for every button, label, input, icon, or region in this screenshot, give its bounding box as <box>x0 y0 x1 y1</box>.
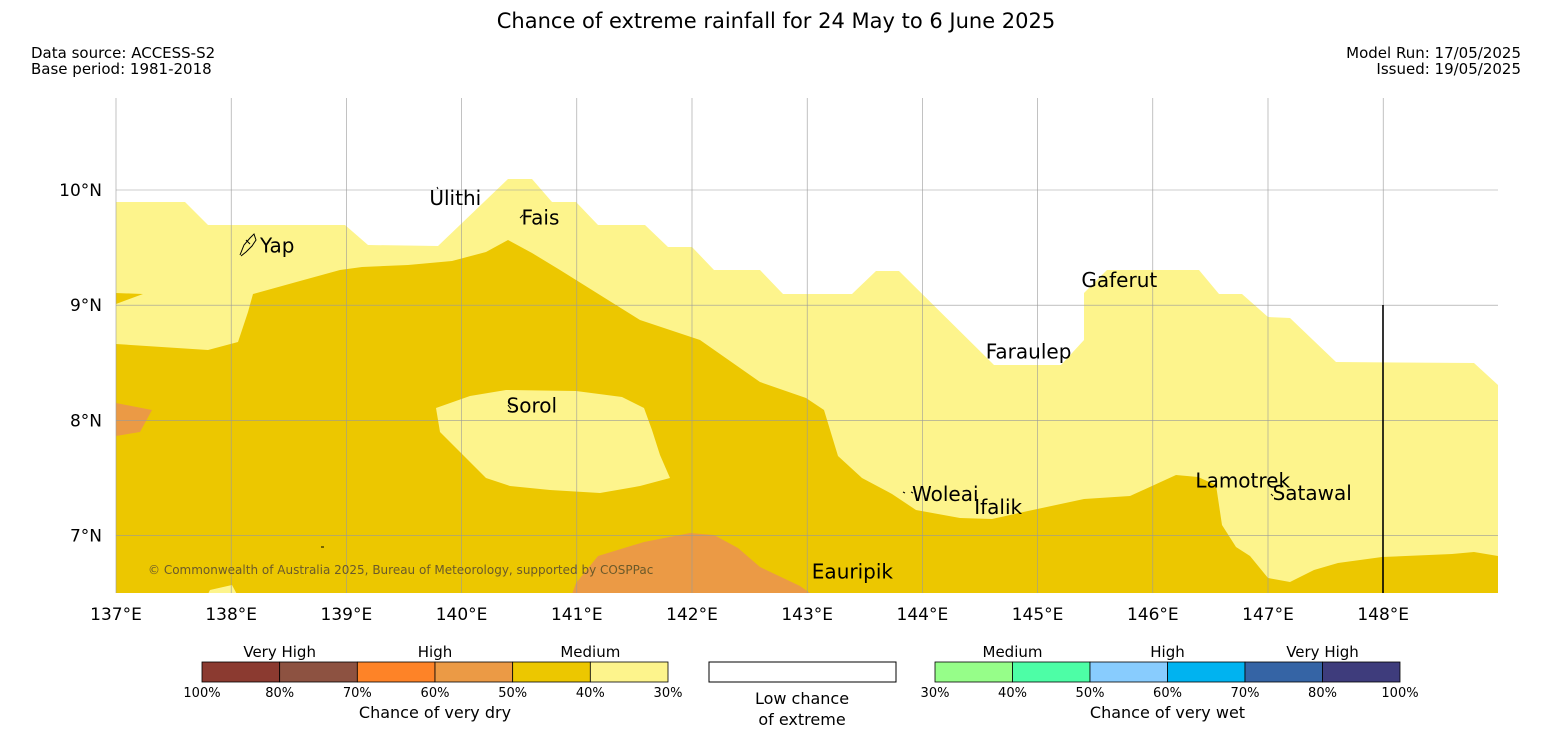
legend-tick-label: 100% <box>183 686 220 701</box>
latitude-tick-label: 7°N <box>70 527 102 547</box>
place-label: Gaferut <box>1081 268 1157 292</box>
region-light-south-west <box>208 585 237 593</box>
legend-group-label: High <box>418 643 452 661</box>
place-label: Eauripik <box>812 559 894 583</box>
legend-tick-label: 100% <box>1381 686 1418 701</box>
legend-swatch <box>1322 661 1401 683</box>
longitude-tick-label: 137°E <box>90 605 142 625</box>
longitude-tick-label: 138°E <box>205 605 257 625</box>
latitude-tick-label: 8°N <box>70 411 102 431</box>
legend-tick-label: 40% <box>998 686 1027 701</box>
longitude-tick-label: 148°E <box>1357 605 1409 625</box>
run-info: Model Run: 17/05/2025 Issued: 19/05/2025 <box>1346 45 1521 77</box>
satawal-island <box>1270 493 1274 497</box>
latitude-tick-label: 10°N <box>59 181 102 201</box>
longitude-labels: 137°E 138°E 139°E 140°E 141°E 142°E 143°E 144°E… <box>90 605 1409 625</box>
place-label: Faraulep <box>986 339 1072 363</box>
issued-text: Issued: 19/05/2025 <box>1376 60 1521 78</box>
legend-swatch <box>934 661 1013 683</box>
chart-title: Chance of extreme rainfall for 24 May to… <box>496 9 1056 33</box>
fais-island <box>519 214 524 219</box>
legend-tick-label: 70% <box>1231 686 1260 701</box>
legend-group-label: Very High <box>243 643 316 661</box>
legend-group-label: Very High <box>1286 643 1359 661</box>
legend-swatch <box>1244 661 1323 683</box>
longitude-tick-label: 146°E <box>1127 605 1179 625</box>
legend-low-line1: Low chance <box>755 689 849 708</box>
legend-tick-label: 60% <box>421 686 450 701</box>
latitude-labels: 10°N 9°N 8°N 7°N <box>59 181 102 547</box>
legend-swatch <box>1012 661 1091 683</box>
place-label: Sorol <box>507 393 558 417</box>
region-high-dry-west <box>116 403 152 436</box>
longitude-tick-label: 147°E <box>1242 605 1294 625</box>
legend-tick-label: 80% <box>1308 686 1337 701</box>
longitude-tick-label: 142°E <box>666 605 718 625</box>
legend-swatch <box>589 661 669 683</box>
legend-swatch <box>279 661 358 683</box>
longitude-tick-label: 145°E <box>1012 605 1064 625</box>
place-label: Woleai <box>912 482 979 506</box>
legend-group-label: Medium <box>560 643 620 661</box>
yap-island-outline <box>239 233 257 257</box>
legend-tick-label: 60% <box>1153 686 1182 701</box>
legend-wet: 30% 40% 50% 60% 70% 80% 100% Medium High Very Hig… <box>921 643 1419 722</box>
longitude-tick-label: 139°E <box>321 605 373 625</box>
model-run-text: Model Run: 17/05/2025 <box>1346 44 1521 62</box>
island-outlines <box>239 186 1274 548</box>
ifalik-island-a <box>902 491 906 494</box>
latitude-tick-label: 9°N <box>70 296 102 316</box>
place-label: Yap <box>259 233 294 257</box>
region-sorol-medium-dry-30-40 <box>436 390 670 493</box>
place-label: Lamotrek <box>1195 468 1290 492</box>
region-high-dry-south <box>572 533 810 593</box>
longitude-tick-label: 143°E <box>781 605 833 625</box>
longitude-tick-label: 141°E <box>551 605 603 625</box>
legend-low-swatch <box>708 661 897 683</box>
place-label: Ifalik <box>974 495 1022 519</box>
legend-swatch <box>356 661 436 683</box>
base-period-text: Base period: 1981-2018 <box>31 60 212 78</box>
legend-swatch <box>1089 661 1168 683</box>
copyright-text: © Commonwealth of Australia 2025, Bureau… <box>148 563 653 577</box>
legend-swatch <box>434 661 514 683</box>
legend-tick-label: 50% <box>498 686 527 701</box>
legend-caption: Chance of very dry <box>359 703 511 722</box>
legend-dry: 100% 80% 70% 60% 50% 40% 30% Very High High Mediu… <box>183 643 682 722</box>
longitude-tick-label: 144°E <box>897 605 949 625</box>
legend-tick-label: 30% <box>654 686 683 701</box>
legend-tick-label: 70% <box>343 686 372 701</box>
place-labels: Yap Ulithi Fais Gaferut Faraulep Sorol WoleaiI… <box>259 186 1352 583</box>
legend-tick-label: 80% <box>265 686 294 701</box>
sorol-island <box>507 404 512 410</box>
legend-tick-label: 40% <box>576 686 605 701</box>
source-info: Data source: ACCESS-S2 Base period: 1981… <box>31 45 215 77</box>
legend-swatch <box>512 661 591 683</box>
place-label: Satawal <box>1273 481 1352 505</box>
legend-tick-label: 50% <box>1076 686 1105 701</box>
legend-low-line2: of extreme <box>758 710 845 729</box>
data-source-text: Data source: ACCESS-S2 <box>31 44 216 62</box>
ulithi-island <box>436 186 439 190</box>
longitude-tick-label: 140°E <box>436 605 488 625</box>
legend-tick-label: 30% <box>921 686 950 701</box>
ifalik-island-b <box>910 491 914 494</box>
legend-swatch <box>201 661 281 683</box>
legend-swatch <box>1167 661 1246 683</box>
legend-group-label: High <box>1150 643 1184 661</box>
legend-group-label: Medium <box>983 643 1043 661</box>
place-label: Ulithi <box>429 186 481 210</box>
legend-low: Low chance of extreme <box>708 661 897 729</box>
legend-caption: Chance of very wet <box>1090 703 1245 722</box>
place-label: Fais <box>522 206 560 230</box>
